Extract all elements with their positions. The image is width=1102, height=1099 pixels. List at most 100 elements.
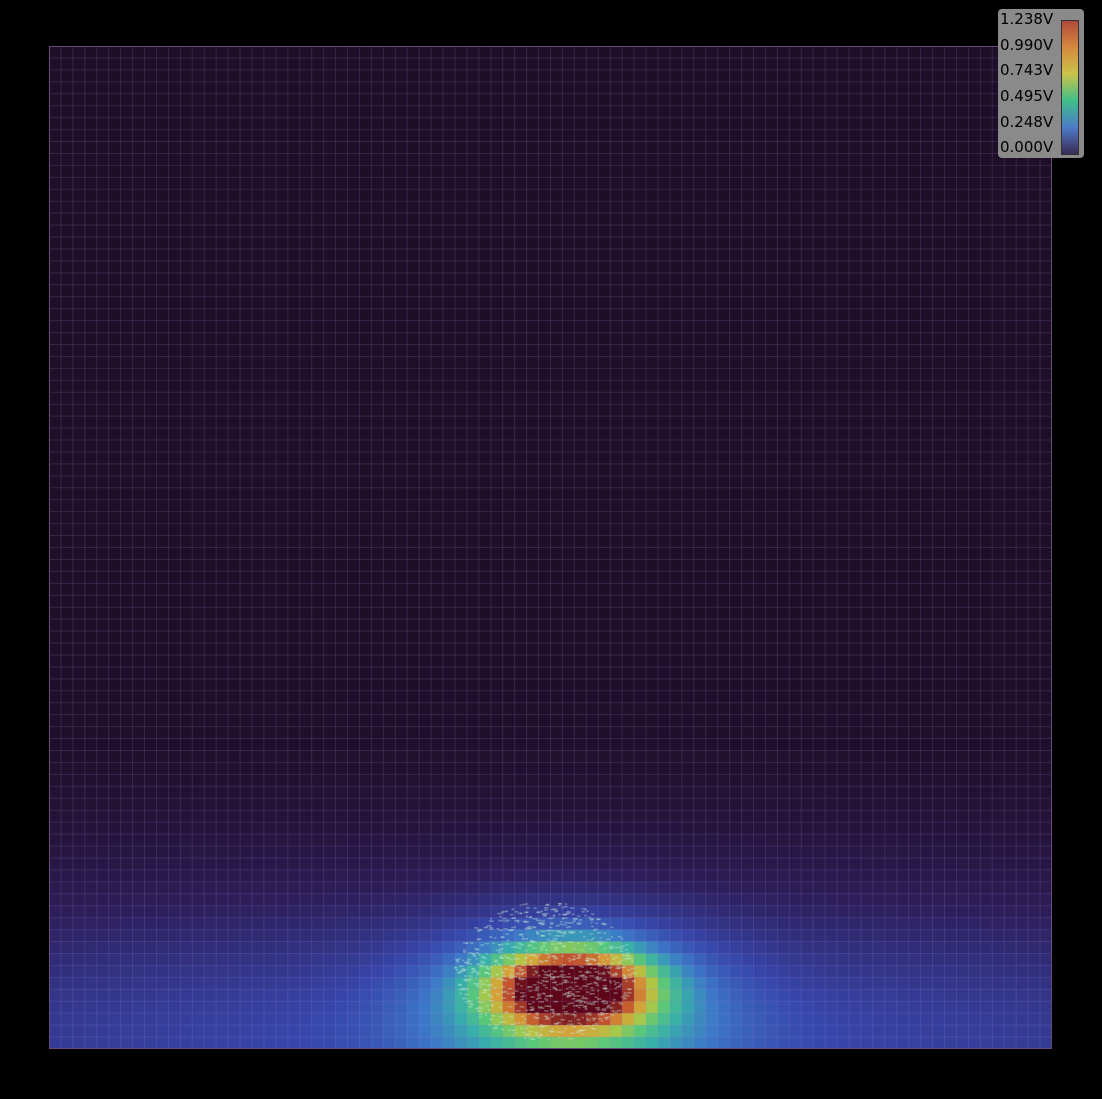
heatmap-cell	[562, 260, 575, 274]
heatmap-cell	[610, 368, 623, 381]
heatmap-cell	[622, 284, 635, 298]
heatmap-cell	[646, 428, 659, 441]
heatmap-cell	[789, 392, 802, 405]
heatmap-cell	[251, 57, 265, 71]
heatmap-cell	[443, 416, 456, 429]
heatmap-cell	[502, 129, 516, 143]
heatmap-cell	[490, 225, 504, 238]
heatmap-cell	[311, 296, 325, 310]
heatmap-cell	[1016, 547, 1029, 561]
heatmap-cell	[168, 451, 181, 465]
heatmap-cell	[657, 416, 671, 429]
heatmap-cell	[562, 105, 575, 119]
heatmap-cell	[263, 213, 277, 226]
heatmap-cell	[287, 332, 301, 346]
heatmap-cell	[84, 451, 98, 465]
heatmap-cell	[825, 117, 838, 131]
heatmap-cell	[72, 165, 86, 178]
heatmap-cell	[622, 81, 635, 95]
heatmap-cell	[287, 654, 301, 668]
heatmap-cell	[849, 165, 862, 178]
heatmap-cell	[586, 46, 599, 59]
heatmap-cell	[705, 368, 719, 381]
heatmap-cell	[323, 583, 337, 596]
heatmap-cell	[717, 463, 731, 477]
heatmap-cell	[323, 225, 337, 238]
heatmap-cell	[896, 511, 910, 525]
heatmap-cell	[753, 643, 767, 656]
heatmap-cell	[490, 404, 504, 417]
heatmap-cell	[323, 272, 337, 286]
heatmap-cell	[514, 189, 528, 202]
heatmap-cell	[156, 392, 169, 405]
heatmap-cell	[598, 487, 611, 501]
heatmap-cell	[872, 368, 886, 381]
heatmap-cell	[777, 368, 790, 381]
heatmap-cell	[908, 213, 922, 226]
heatmap-cell	[872, 344, 886, 358]
heatmap-cell	[514, 404, 528, 417]
heatmap-cell	[777, 296, 790, 310]
heatmap-cell	[646, 248, 659, 262]
heatmap-cell	[323, 177, 337, 190]
heatmap-cell	[944, 607, 958, 620]
heatmap-cell	[419, 631, 432, 644]
heatmap-cell	[813, 463, 826, 477]
heatmap-cell	[383, 201, 396, 214]
heatmap-cell	[108, 714, 122, 728]
heatmap-cell	[49, 225, 62, 238]
heatmap-cell	[311, 428, 325, 441]
heatmap-cell	[192, 272, 205, 286]
heatmap-cell	[526, 416, 540, 429]
heatmap-cell	[359, 248, 372, 262]
heatmap-cell	[299, 535, 313, 549]
heatmap-cell	[622, 738, 635, 752]
heatmap-cell	[693, 463, 707, 477]
heatmap-cell	[801, 308, 814, 322]
heatmap-cell	[669, 129, 683, 143]
heatmap-cell	[729, 511, 743, 525]
heatmap-cell	[371, 511, 384, 525]
heatmap-cell	[896, 475, 910, 489]
heatmap-cell	[968, 81, 981, 95]
heatmap-cell	[849, 666, 862, 680]
heatmap-cell	[1004, 404, 1017, 417]
heatmap-cell	[801, 392, 814, 405]
heatmap-cell	[646, 296, 659, 310]
heatmap-cell	[646, 487, 659, 501]
heatmap-cell	[550, 46, 564, 59]
heatmap-cell	[837, 93, 850, 107]
heatmap-cell	[84, 260, 98, 274]
heatmap-cell	[335, 487, 349, 501]
heatmap-cell	[944, 141, 958, 155]
heatmap-cell	[705, 93, 719, 107]
heatmap-cell	[407, 69, 420, 83]
heatmap-cell	[1016, 678, 1029, 692]
heatmap-cell	[108, 654, 122, 668]
heatmap-cell	[407, 308, 420, 322]
heatmap-cell	[108, 583, 122, 596]
heatmap-cell	[884, 69, 898, 83]
heatmap-cell	[765, 260, 778, 274]
heatmap-cell	[132, 475, 146, 489]
heatmap-cell	[753, 440, 767, 453]
heatmap-cell	[872, 284, 886, 298]
heatmap-cell	[717, 523, 731, 537]
heatmap-cell	[646, 571, 659, 584]
heatmap-cell	[490, 356, 504, 369]
heatmap-cell	[705, 451, 719, 465]
heatmap-cell	[789, 237, 802, 250]
heatmap-cell	[443, 523, 456, 537]
heatmap-cell	[789, 523, 802, 537]
heatmap-cell	[860, 631, 874, 644]
heatmap-cell	[538, 547, 552, 561]
heatmap-cell	[622, 57, 635, 71]
heatmap-cell	[598, 511, 611, 525]
heatmap-cell	[228, 129, 241, 143]
heatmap-cell	[120, 416, 134, 429]
ir-drop-heatmap[interactable]	[49, 46, 1052, 1049]
heatmap-cell	[192, 535, 205, 549]
heatmap-cell	[216, 690, 229, 704]
heatmap-cell	[49, 428, 62, 441]
heatmap-cell	[896, 702, 910, 716]
